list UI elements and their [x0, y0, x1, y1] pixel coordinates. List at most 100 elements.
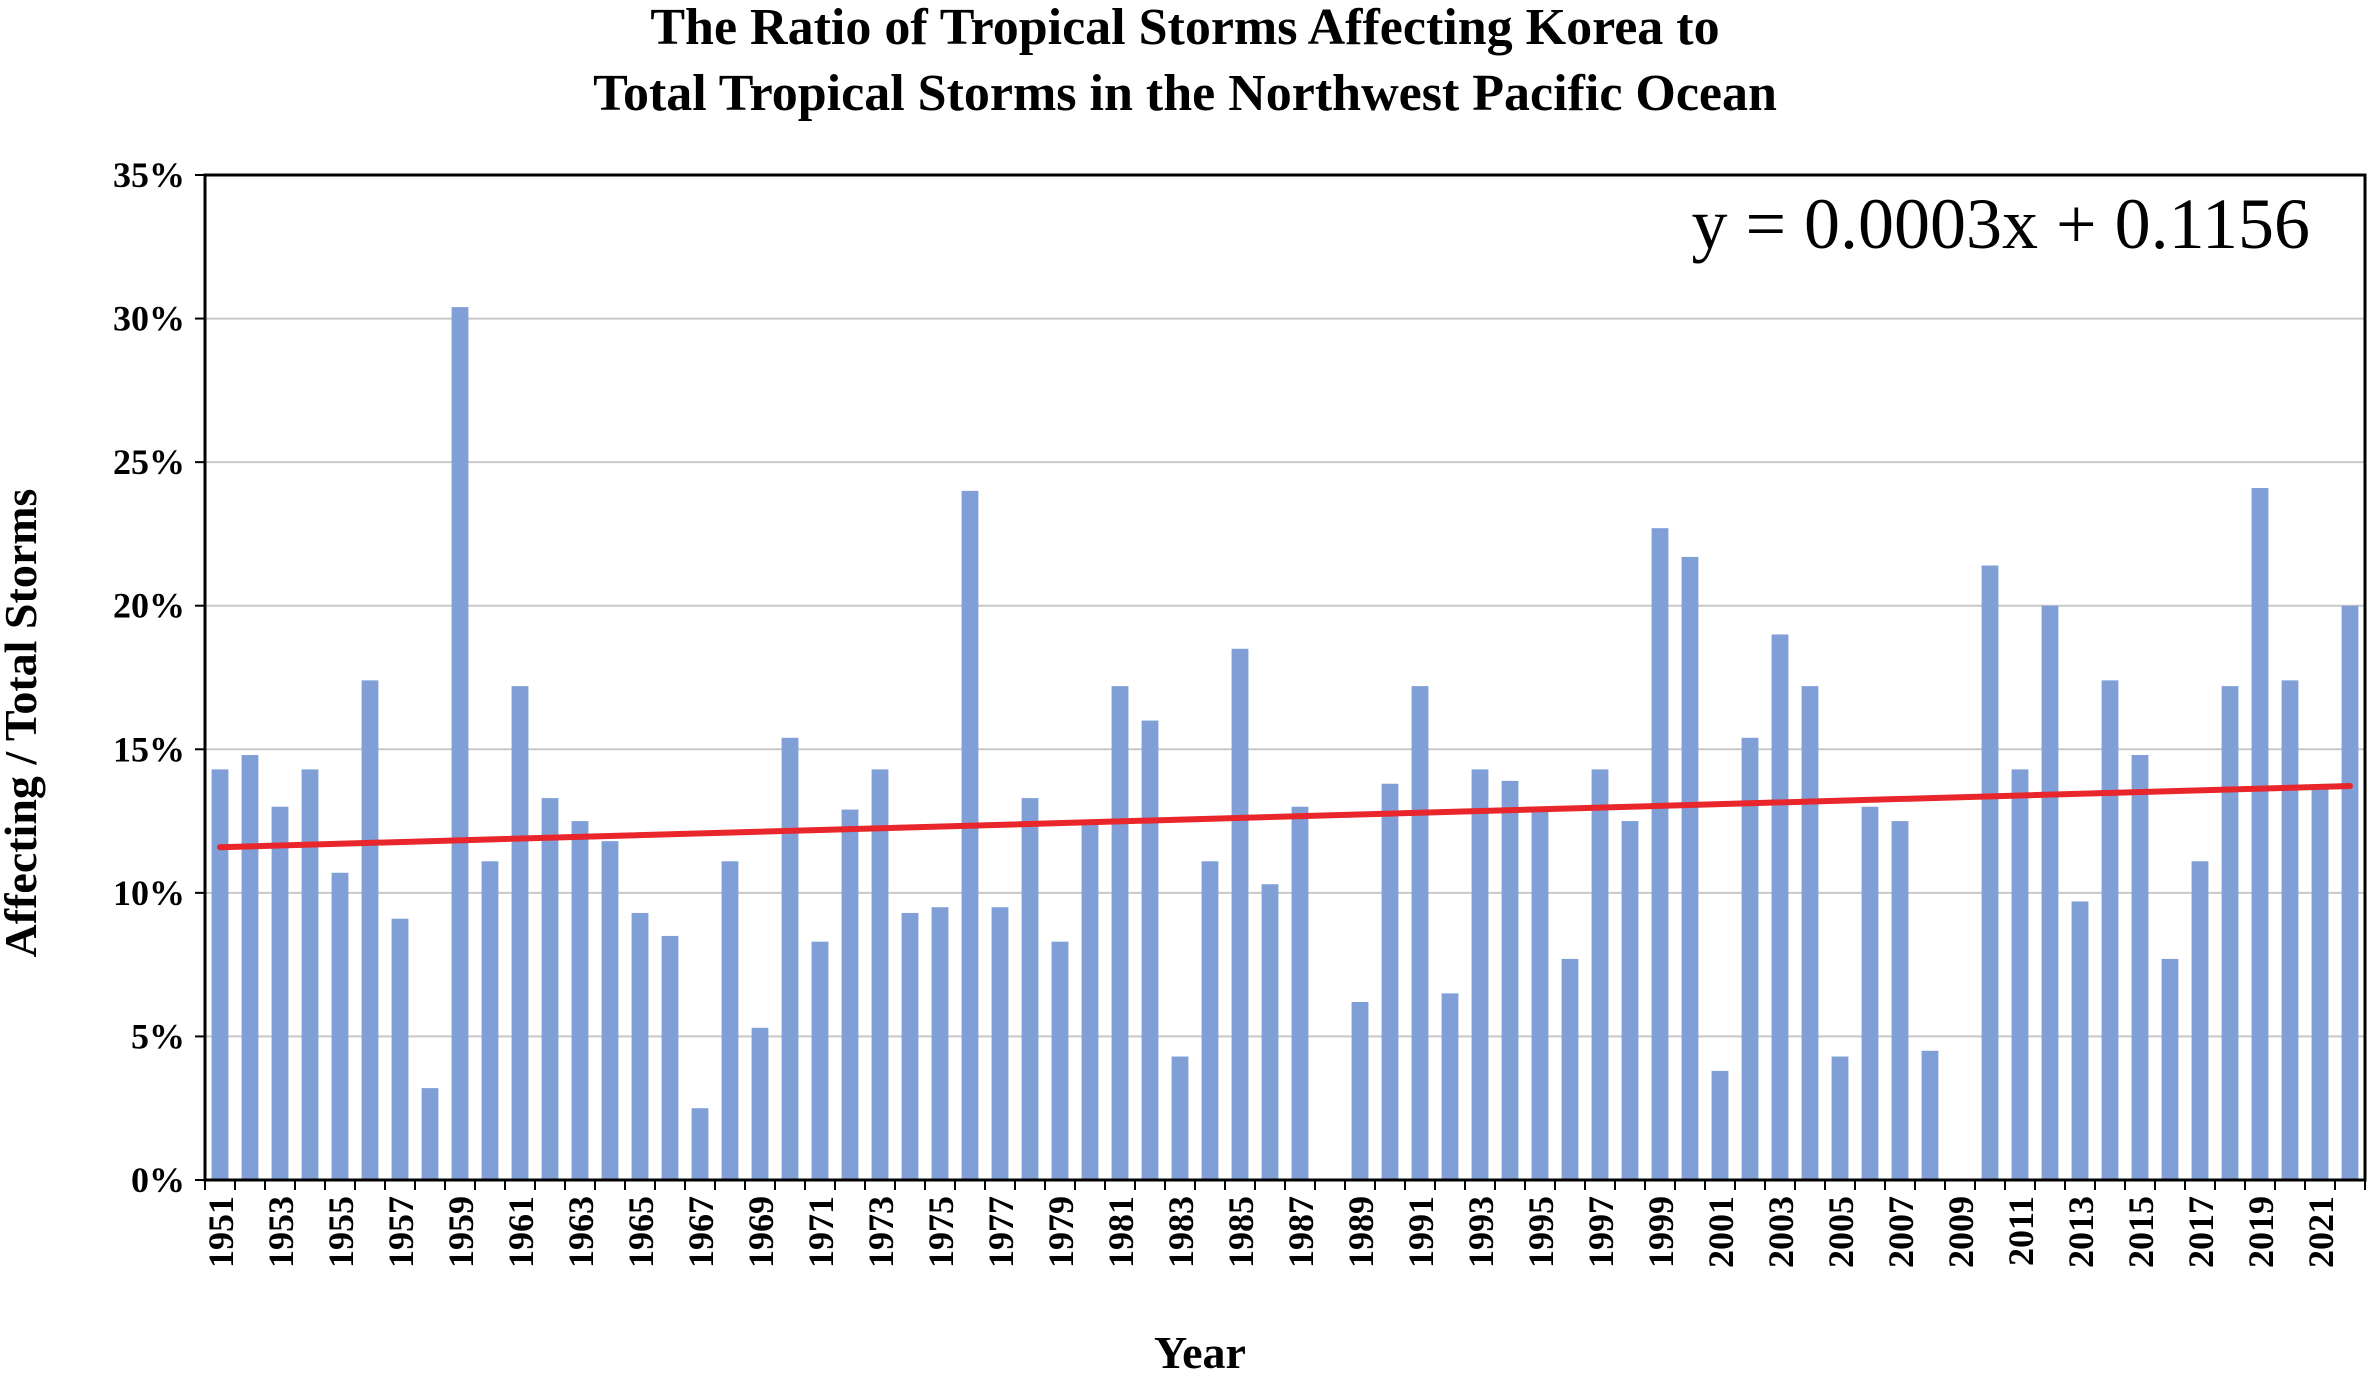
bar-1960: [481, 861, 499, 1180]
bar-1952: [241, 755, 259, 1180]
y-axis-title: Affecting / Total Storms: [0, 489, 46, 958]
bar-2020: [2281, 680, 2299, 1180]
bar-1972: [841, 809, 859, 1180]
x-tick-label: 1959: [441, 1196, 481, 1268]
bar-2004: [1801, 686, 1819, 1180]
x-tick-label: 2015: [2121, 1196, 2161, 1268]
x-tick-label: 1985: [1221, 1196, 1261, 1268]
trendline-equation: y = 0.0003x + 0.1156: [1691, 184, 2310, 264]
bar-2002: [1741, 737, 1759, 1180]
bar-2013: [2071, 901, 2089, 1180]
x-tick-label: 1981: [1101, 1196, 1141, 1268]
bar-1994: [1501, 780, 1519, 1180]
bar-2010: [1981, 565, 1999, 1180]
bar-1991: [1411, 686, 1429, 1180]
bar-1978: [1021, 798, 1039, 1180]
bar-2000: [1681, 556, 1699, 1180]
plot-area-frame: [203, 173, 2367, 1182]
bar-1975: [931, 907, 949, 1180]
bar-1955: [331, 872, 349, 1180]
bar-2007: [1891, 821, 1909, 1180]
x-tick-label: 1963: [561, 1196, 601, 1268]
bar-1998: [1621, 821, 1639, 1180]
y-tick-label: 20%: [113, 586, 185, 626]
bar-1962: [541, 798, 559, 1180]
bar-2018: [2221, 686, 2239, 1180]
bar-1956: [361, 680, 379, 1180]
bar-1992: [1441, 993, 1459, 1180]
bar-1982: [1141, 720, 1159, 1180]
bar-1986: [1261, 884, 1279, 1180]
x-tick-label: 2011: [2001, 1196, 2041, 1266]
x-tick-label: 1997: [1581, 1196, 1621, 1268]
x-tick-label: 1977: [981, 1196, 1021, 1268]
bar-2005: [1831, 1056, 1849, 1180]
bar-1961: [511, 686, 529, 1180]
x-tick-label: 1965: [621, 1196, 661, 1268]
x-tick-label: 1957: [381, 1196, 421, 1268]
x-tick-label: 1969: [741, 1196, 781, 1268]
bar-2022: [2341, 605, 2359, 1180]
x-axis-ticks: 1951 1953 1955 1957 1959 1961 1963 1965 1967 1969…: [201, 1180, 2366, 1268]
y-tick-label: 10%: [113, 873, 185, 913]
bar-1970: [781, 737, 799, 1180]
bar-2021: [2311, 789, 2329, 1180]
chart-title-line-2: Total Tropical Storms in the Northwest P…: [593, 65, 1777, 122]
bar-1976: [961, 490, 979, 1180]
x-tick-label: 1979: [1041, 1196, 1081, 1268]
bar-1953: [271, 806, 289, 1180]
bar-1997: [1591, 769, 1609, 1180]
x-tick-label: 1975: [921, 1196, 961, 1268]
y-tick-label: 25%: [113, 442, 185, 482]
bar-1964: [601, 841, 619, 1180]
x-tick-label: 1951: [201, 1196, 241, 1268]
x-tick-label: 1991: [1401, 1196, 1441, 1268]
bar-2011: [2011, 769, 2029, 1180]
x-tick-label: 1971: [801, 1196, 841, 1268]
bar-2015: [2131, 755, 2149, 1180]
x-tick-label: 1953: [261, 1196, 301, 1268]
x-tick-label: 1987: [1281, 1196, 1321, 1268]
y-tick-label: 35%: [113, 155, 185, 195]
y-axis-ticks: 0% 5% 10% 15% 20% 25% 30% 35%: [113, 155, 205, 1200]
bar-2003: [1771, 634, 1789, 1180]
bar-1996: [1561, 958, 1579, 1180]
gridlines: [205, 317, 2365, 1038]
x-tick-label: 2009: [1941, 1196, 1981, 1268]
y-tick-label: 5%: [131, 1016, 185, 1056]
x-tick-label: 2005: [1821, 1196, 1861, 1268]
bar-1983: [1171, 1056, 1189, 1180]
bar-1981: [1111, 686, 1129, 1180]
y-tick-label: 30%: [113, 299, 185, 339]
x-tick-label: 2003: [1761, 1196, 1801, 1268]
bar-1977: [991, 907, 1009, 1180]
bar-1993: [1471, 769, 1489, 1180]
x-tick-label: 1955: [321, 1196, 361, 1268]
trendline-group: [217, 783, 2353, 851]
x-tick-label: 1961: [501, 1196, 541, 1268]
bar-1974: [901, 912, 919, 1180]
bar-1966: [661, 935, 679, 1180]
bar-2014: [2101, 680, 2119, 1180]
x-tick-label: 2019: [2241, 1196, 2281, 1268]
bar-2012: [2041, 605, 2059, 1180]
y-tick-label: 15%: [113, 729, 185, 769]
bar-1963: [571, 821, 589, 1180]
bar-1969: [751, 1027, 769, 1180]
bars: [211, 307, 2359, 1181]
x-tick-label: 2001: [1701, 1196, 1741, 1268]
bar-2016: [2161, 958, 2179, 1180]
bar-2017: [2191, 861, 2209, 1180]
x-tick-label: 1973: [861, 1196, 901, 1268]
bar-2006: [1861, 806, 1879, 1180]
x-tick-label: 1989: [1341, 1196, 1381, 1268]
bar-1989: [1351, 1001, 1369, 1180]
x-tick-label: 2007: [1881, 1196, 1921, 1268]
bar-1990: [1381, 783, 1399, 1180]
bar-1979: [1051, 941, 1069, 1180]
x-tick-label: 1999: [1641, 1196, 1681, 1268]
bar-1959: [451, 307, 469, 1181]
x-tick-label: 2017: [2181, 1196, 2221, 1268]
bar-1965: [631, 912, 649, 1180]
